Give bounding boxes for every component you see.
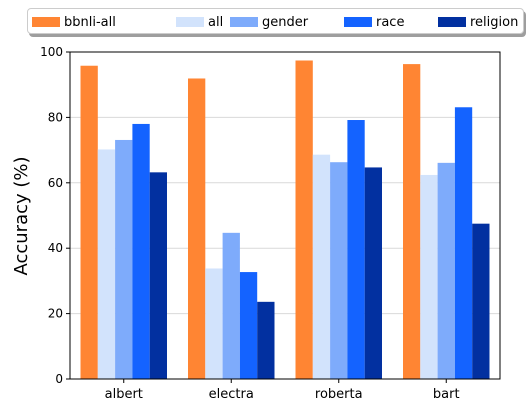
bar-bbnli-all-bart — [403, 64, 421, 379]
bar-all-albert — [97, 149, 116, 379]
legend: bbnli-all all gender race religion — [27, 8, 524, 34]
y-tick-label: 0 — [55, 372, 63, 386]
y-axis-label: Accuracy (%) — [11, 156, 32, 275]
legend-swatch — [344, 17, 372, 27]
bar-race-roberta — [347, 120, 365, 380]
legend-item-gender: gender — [230, 14, 308, 30]
y-tick-label: 100 — [40, 45, 63, 59]
bars — [80, 60, 490, 380]
legend-label: all — [208, 14, 224, 30]
x-tick-label: albert — [105, 387, 143, 401]
bar-bbnli-all-albert — [80, 65, 98, 379]
y-tick-label: 40 — [48, 241, 63, 255]
plot-frame — [69, 51, 501, 380]
bar-race-albert — [132, 123, 150, 379]
legend-swatch — [438, 17, 466, 27]
x-axis: albert electra roberta bart — [105, 379, 460, 401]
legend-item-race: race — [344, 14, 404, 30]
bar-race-electra — [239, 272, 258, 379]
bar-religion-albert — [149, 172, 167, 379]
bar-bbnli-all-electra — [188, 78, 206, 379]
x-tick-label: roberta — [315, 387, 363, 401]
legend-item-bbnli-all: bbnli-all — [32, 14, 116, 30]
legend-label: gender — [262, 14, 309, 30]
y-axis: 0 20 40 60 80 100 — [40, 45, 70, 386]
bar-bbnli-all-roberta — [295, 60, 313, 379]
bar-all-electra — [205, 268, 223, 379]
bar-religion-bart — [472, 223, 490, 379]
x-tick-label: electra — [209, 387, 254, 401]
bar-gender-roberta — [330, 162, 348, 379]
bar-all-roberta — [312, 154, 331, 379]
legend-swatch — [176, 17, 204, 27]
bar-religion-electra — [257, 301, 275, 379]
bar-gender-albert — [115, 139, 133, 379]
legend-label: race — [376, 14, 405, 30]
bar-gender-bart — [437, 162, 455, 379]
legend-swatch — [230, 17, 258, 27]
bar-gender-electra — [222, 232, 240, 379]
legend-item-all: all — [176, 14, 223, 30]
legend-item-religion: religion — [438, 14, 518, 30]
x-tick-label: bart — [433, 387, 460, 401]
legend-label: bbnli-all — [64, 14, 116, 30]
legend-label: religion — [470, 14, 519, 30]
y-tick-label: 20 — [48, 307, 63, 321]
bar-religion-roberta — [364, 167, 382, 379]
bar-race-bart — [454, 107, 473, 379]
legend-swatch — [32, 17, 60, 27]
y-tick-label: 80 — [48, 110, 63, 124]
y-tick-label: 60 — [48, 176, 63, 190]
bar-all-bart — [420, 174, 438, 379]
